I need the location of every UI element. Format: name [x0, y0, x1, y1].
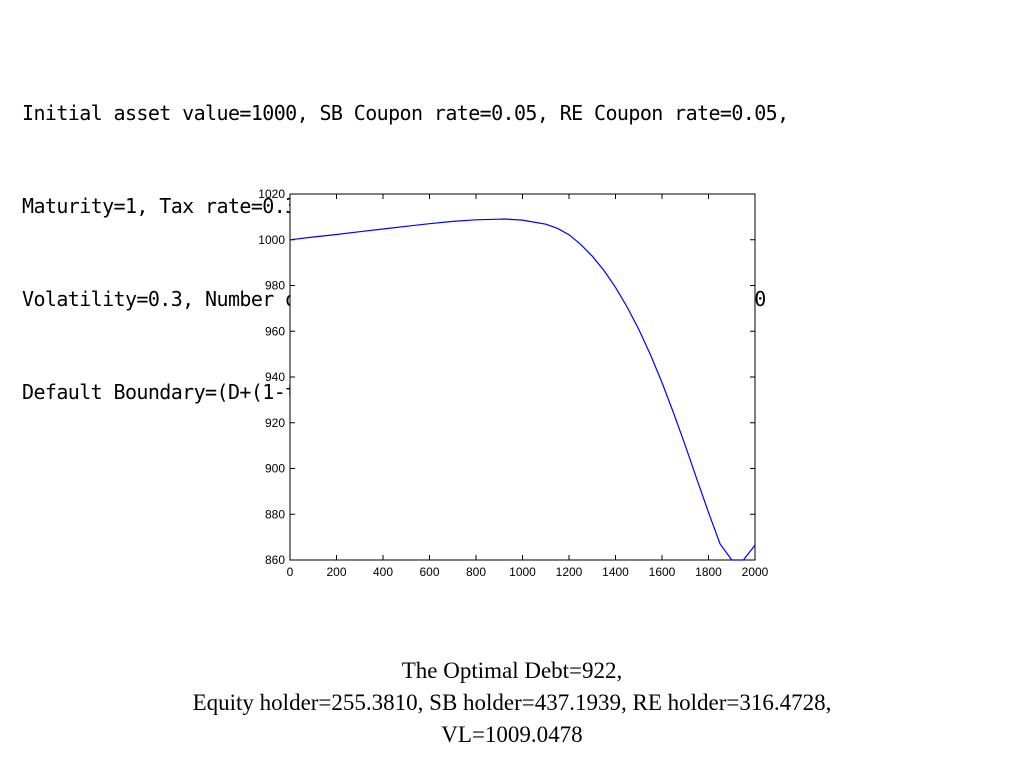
x-tick-label: 400	[373, 565, 393, 579]
x-tick-label: 200	[326, 565, 346, 579]
plot-frame	[289, 193, 756, 561]
x-tick-label: 1000	[509, 565, 536, 579]
firm-value-line: VL=1009.0478	[441, 722, 583, 747]
y-tick-label: 900	[265, 462, 285, 476]
y-tick-label: 1020	[258, 187, 285, 201]
x-tick-label: 800	[466, 565, 486, 579]
x-tick-label: 0	[287, 565, 294, 579]
y-tick-label: 1000	[258, 233, 285, 247]
y-tick-label: 980	[265, 279, 285, 293]
x-tick-label: 1200	[556, 565, 583, 579]
y-tick-label: 860	[265, 553, 285, 567]
optimal-debt-line: The Optimal Debt=922,	[401, 658, 623, 683]
y-tick-label: 960	[265, 324, 285, 338]
result-text: The Optimal Debt=922, Equity holder=255.…	[0, 655, 1024, 751]
holder-values-line: Equity holder=255.3810, SB holder=437.19…	[192, 690, 832, 715]
parameter-line-1: Initial asset value=1000, SB Coupon rate…	[22, 101, 789, 125]
x-tick-label: 1400	[602, 565, 629, 579]
x-tick-label: 1600	[649, 565, 676, 579]
x-tick-label: 2000	[742, 565, 769, 579]
y-tick-label: 940	[265, 370, 285, 384]
y-tick-label: 880	[265, 507, 285, 521]
x-tick-label: 1800	[695, 565, 722, 579]
y-tick-label: 920	[265, 416, 285, 430]
series-line	[289, 218, 756, 561]
x-tick-label: 600	[419, 565, 439, 579]
